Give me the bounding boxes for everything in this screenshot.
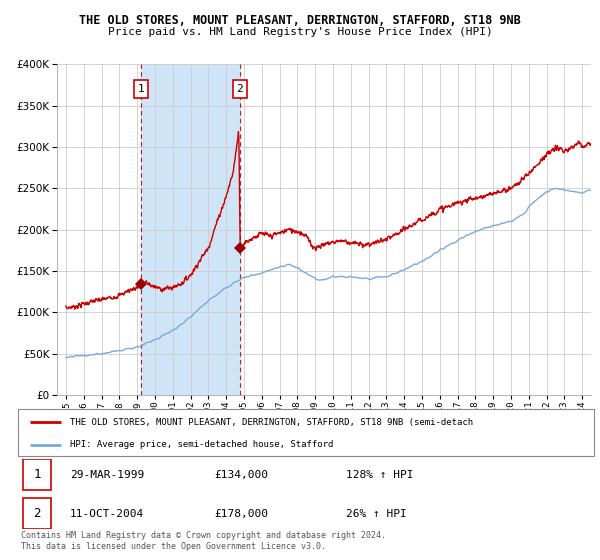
Text: THE OLD STORES, MOUNT PLEASANT, DERRINGTON, STAFFORD, ST18 9NB (semi-detach: THE OLD STORES, MOUNT PLEASANT, DERRINGT… <box>70 418 473 427</box>
Text: 1: 1 <box>137 84 145 94</box>
Text: £134,000: £134,000 <box>214 470 268 479</box>
Text: £178,000: £178,000 <box>214 509 268 519</box>
Text: 29-MAR-1999: 29-MAR-1999 <box>70 470 144 479</box>
FancyBboxPatch shape <box>23 459 52 490</box>
FancyBboxPatch shape <box>18 409 594 456</box>
Text: 2: 2 <box>236 84 244 94</box>
Text: Price paid vs. HM Land Registry's House Price Index (HPI): Price paid vs. HM Land Registry's House … <box>107 27 493 37</box>
Text: 2: 2 <box>33 507 41 520</box>
Text: 11-OCT-2004: 11-OCT-2004 <box>70 509 144 519</box>
Text: HPI: Average price, semi-detached house, Stafford: HPI: Average price, semi-detached house,… <box>70 440 333 449</box>
Text: THE OLD STORES, MOUNT PLEASANT, DERRINGTON, STAFFORD, ST18 9NB: THE OLD STORES, MOUNT PLEASANT, DERRINGT… <box>79 14 521 27</box>
Text: This data is licensed under the Open Government Licence v3.0.: This data is licensed under the Open Gov… <box>21 542 326 550</box>
FancyBboxPatch shape <box>23 498 52 529</box>
Text: 1: 1 <box>33 468 41 481</box>
Text: Contains HM Land Registry data © Crown copyright and database right 2024.: Contains HM Land Registry data © Crown c… <box>21 531 386 540</box>
Text: 128% ↑ HPI: 128% ↑ HPI <box>346 470 414 479</box>
Text: 26% ↑ HPI: 26% ↑ HPI <box>346 509 407 519</box>
Bar <box>141 64 240 395</box>
